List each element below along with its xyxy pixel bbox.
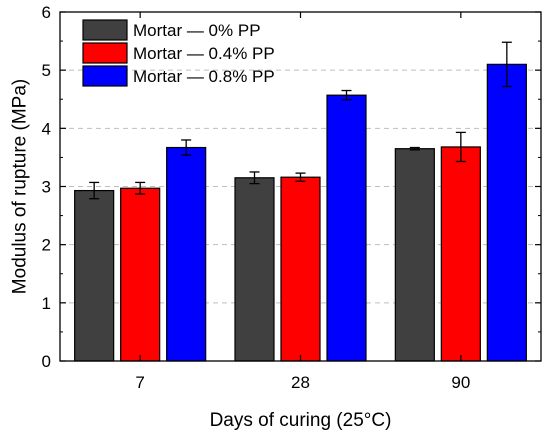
- legend: Mortar — 0% PP Mortar — 0.4% PP Mortar — 0…: [82, 19, 275, 87]
- y-tick-label: 1: [42, 294, 51, 313]
- y-tick-label: 3: [42, 178, 51, 197]
- error-bars: [89, 41, 512, 200]
- bar: [394, 148, 435, 362]
- legend-label: Mortar — 0.4% PP: [133, 44, 275, 63]
- bar: [74, 189, 115, 362]
- legend-label: Mortar — 0% PP: [133, 21, 261, 40]
- legend-swatch: [82, 19, 128, 41]
- y-tick-label: 6: [42, 3, 51, 22]
- x-tick-label: 7: [135, 373, 144, 392]
- y-axis-label: Modulus of rupture (MPa): [10, 79, 31, 294]
- bars: [74, 63, 527, 362]
- x-tick-label: 28: [291, 373, 310, 392]
- bar: [280, 176, 321, 362]
- bar: [120, 187, 161, 362]
- x-tick-label: 90: [451, 373, 470, 392]
- y-axis-ticks: 0 1 2 3 4 5 6: [42, 3, 541, 371]
- x-axis-label: Days of curing (25°C): [210, 410, 392, 431]
- legend-label: Mortar — 0.8% PP: [133, 67, 275, 86]
- y-tick-label: 0: [42, 352, 51, 371]
- legend-swatch: [82, 65, 128, 87]
- bar: [326, 94, 367, 362]
- legend-swatch: [82, 42, 128, 64]
- bar: [234, 177, 275, 362]
- y-tick-label: 2: [42, 236, 51, 255]
- bar: [440, 146, 481, 362]
- y-tick-label: 5: [42, 61, 51, 80]
- y-tick-label: 4: [42, 119, 51, 138]
- x-axis-ticks: 7 28 90: [135, 12, 470, 392]
- bar: [166, 146, 207, 362]
- bar: [486, 63, 527, 362]
